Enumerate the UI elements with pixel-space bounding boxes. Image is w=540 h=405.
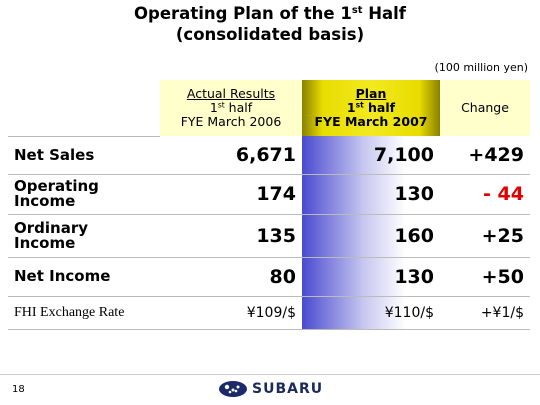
title-line-1: Operating Plan of the 1st Half: [0, 4, 540, 23]
cell: 80: [160, 257, 302, 297]
header-row: Actual Results 1st half FYE March 2006 Pla…: [8, 80, 530, 137]
cell: 6,671: [160, 136, 302, 175]
col-header: Change: [440, 80, 530, 136]
cell: ¥110/$: [302, 296, 440, 330]
cell: +25: [440, 214, 530, 258]
cell: 174: [160, 174, 302, 215]
row-label: Net Sales: [8, 136, 160, 175]
cell: +429: [440, 136, 530, 175]
col-period: half: [368, 100, 396, 115]
cell: +50: [440, 257, 530, 297]
cell: 135: [160, 214, 302, 258]
row-label: FHI Exchange Rate: [8, 296, 160, 330]
title-text: Operating Plan of the 1: [134, 4, 352, 23]
col-fy: FYE March 2006: [180, 114, 282, 129]
title-line-2: (consolidated basis): [175, 25, 365, 44]
col-fy: FYE March 2007: [314, 114, 428, 129]
col-period: half: [228, 100, 253, 115]
row-label: Net Income: [8, 257, 160, 297]
footer-rule: [0, 374, 540, 375]
row-label: Operating Income: [8, 174, 160, 215]
col-period-sup: st: [217, 100, 225, 110]
cell: - 44: [440, 174, 530, 215]
unit-note: (100 million yen): [434, 61, 528, 74]
table-row: Operating Income 174 130- 44: [8, 174, 530, 215]
plan-table: Actual Results 1st half FYE March 2006 Pla…: [8, 80, 530, 330]
cell: +¥1/$: [440, 296, 530, 330]
col-header: Plan 1st half FYE March 2007: [302, 80, 440, 136]
col-period: 1: [346, 100, 356, 115]
col-period-sup: st: [355, 100, 364, 110]
table-row: FHI Exchange Rate ¥109/$ ¥110/$ +¥1/$: [8, 296, 530, 330]
row-label: Ordinary Income: [8, 214, 160, 258]
logo-text: SUBARU: [252, 381, 324, 397]
page-number: 18: [12, 384, 25, 395]
cell: 7,100: [302, 136, 440, 175]
col-name: Actual Results: [186, 86, 276, 101]
col-period: 1: [209, 100, 218, 115]
col-header: Actual Results 1st half FYE March 2006: [160, 80, 302, 136]
table-row: Net Sales 6,671 7,100 +429: [8, 136, 530, 175]
logo-mark: [219, 381, 247, 397]
cell: 160: [302, 214, 440, 258]
cell: 130: [302, 257, 440, 297]
table-row: Net Income 80 130 +50: [8, 257, 530, 297]
cell: ¥109/$: [160, 296, 302, 330]
cell: 130: [302, 174, 440, 215]
table-row: Ordinary Income 135 160 +25: [8, 214, 530, 258]
title-text: Half: [368, 4, 406, 23]
title-sup: st: [351, 5, 363, 17]
col-name: Plan: [355, 86, 387, 101]
